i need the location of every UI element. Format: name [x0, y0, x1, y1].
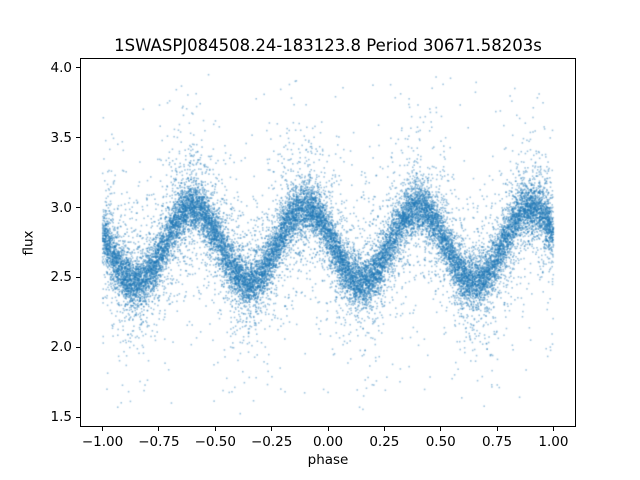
x-tick-mark — [214, 427, 216, 431]
y-tick-label: 2.5 — [50, 269, 72, 286]
x-tick-label: 1.00 — [538, 434, 569, 450]
x-tick-label: 0.50 — [425, 434, 456, 450]
x-tick-label: 0.25 — [369, 434, 400, 450]
x-tick-mark — [552, 427, 554, 431]
y-tick-mark — [76, 416, 80, 418]
plot-area — [80, 58, 576, 427]
x-tick-label: 0.00 — [312, 434, 344, 450]
y-tick-mark — [76, 276, 80, 278]
x-tick-mark — [440, 427, 442, 431]
y-tick-mark — [76, 67, 80, 69]
x-tick-mark — [327, 427, 329, 431]
x-tick-label: 0.75 — [482, 434, 513, 450]
x-tick-mark — [158, 427, 160, 431]
x-axis-label: phase — [307, 452, 349, 468]
y-tick-label: 1.5 — [50, 409, 72, 426]
chart-title: 1SWASPJ084508.24-183123.8 Period 30671.5… — [114, 36, 542, 55]
x-tick-mark — [271, 427, 273, 431]
y-tick-label: 2.0 — [50, 339, 72, 356]
x-tick-label: −0.50 — [194, 434, 236, 450]
x-tick-mark — [383, 427, 385, 431]
x-tick-label: −0.25 — [250, 434, 293, 450]
scatter-canvas — [80, 58, 576, 427]
x-tick-mark — [496, 427, 498, 431]
x-tick-mark — [102, 427, 104, 431]
y-tick-mark — [76, 137, 80, 139]
y-tick-label: 3.0 — [50, 199, 72, 216]
y-tick-mark — [76, 207, 80, 209]
y-tick-label: 4.0 — [50, 59, 72, 76]
y-tick-mark — [76, 346, 80, 348]
x-tick-label: −1.00 — [81, 434, 124, 450]
y-axis-label: flux — [20, 230, 37, 256]
x-tick-label: −0.75 — [138, 434, 180, 450]
y-tick-label: 3.5 — [50, 129, 72, 146]
